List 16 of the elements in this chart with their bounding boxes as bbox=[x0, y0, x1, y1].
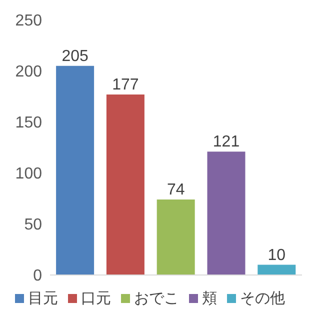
data-label: 205 bbox=[62, 48, 88, 65]
legend-label: その他 bbox=[240, 289, 285, 307]
y-tick-label: 100 bbox=[15, 166, 42, 183]
data-label: 74 bbox=[166, 182, 185, 199]
y-tick-label: 50 bbox=[24, 216, 42, 234]
legend-label: 口元 bbox=[81, 289, 111, 307]
legend-label: 頬 bbox=[202, 289, 217, 307]
legend-label: おでこ bbox=[134, 289, 179, 307]
data-label: 121 bbox=[212, 134, 240, 151]
data-label: 177 bbox=[112, 76, 139, 94]
y-tick-label: 200 bbox=[15, 64, 42, 81]
legend-label: 目元 bbox=[28, 289, 58, 307]
y-tick-label: 0 bbox=[33, 268, 42, 285]
data-label: 10 bbox=[268, 246, 286, 264]
y-tick-label: 150 bbox=[15, 114, 42, 132]
y-tick-label: 250 bbox=[15, 12, 42, 30]
